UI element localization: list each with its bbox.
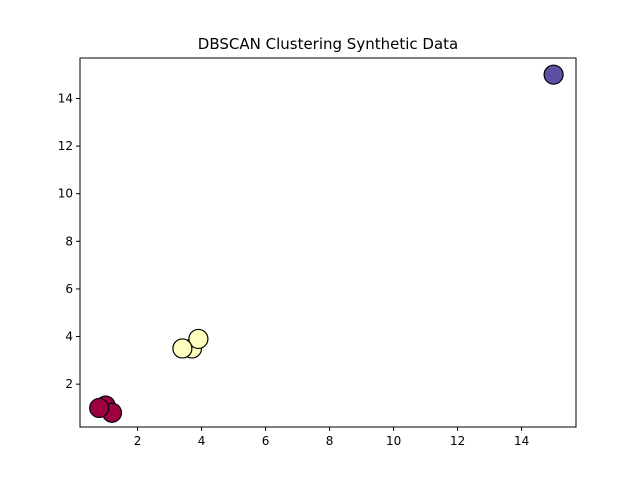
plot-frame: [79, 57, 577, 428]
data-point-cluster-2: [543, 64, 564, 85]
data-point-cluster-1: [188, 328, 209, 350]
y-tick-label: 10: [58, 187, 73, 201]
data-point-cluster-0: [89, 397, 110, 419]
points-layer: [89, 64, 564, 423]
x-tick-label: 6: [262, 434, 270, 448]
chart-title: DBSCAN Clustering Synthetic Data: [198, 35, 458, 53]
y-tick-label: 8: [65, 234, 73, 248]
y-tick-label: 12: [58, 139, 73, 153]
x-tick-label: 8: [326, 434, 334, 448]
x-axis: 2 4 6 8 10 12 14: [134, 427, 529, 448]
x-tick-label: 10: [386, 434, 401, 448]
x-tick-label: 2: [134, 434, 142, 448]
y-tick-label: 14: [58, 91, 73, 105]
data-point-cluster-1: [172, 338, 193, 359]
y-tick-label: 2: [65, 377, 73, 391]
x-tick-label: 12: [450, 434, 465, 448]
x-tick-label: 4: [198, 434, 206, 448]
y-axis: 2 4 6 8 10 12 14: [58, 91, 80, 391]
x-tick-label: 14: [514, 434, 529, 448]
y-tick-label: 4: [65, 330, 73, 344]
y-tick-label: 6: [65, 282, 73, 296]
